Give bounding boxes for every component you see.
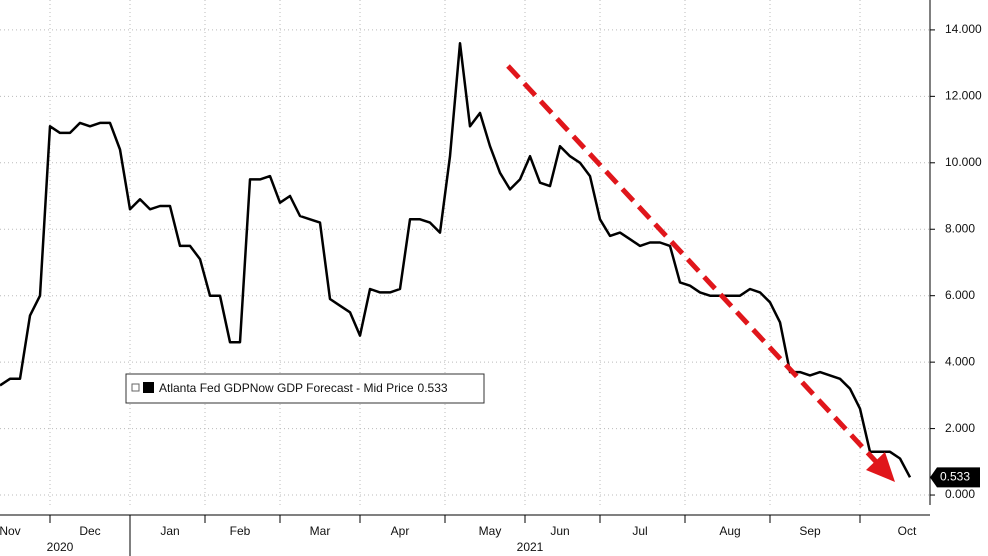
x-year-label: 2021: [517, 540, 544, 554]
x-tick-label: Nov: [0, 524, 21, 538]
legend: Atlanta Fed GDPNow GDP Forecast - Mid Pr…: [125, 373, 485, 404]
y-tick-label: 10.000: [945, 155, 982, 169]
tag-box: [930, 467, 980, 488]
x-tick-label: Feb: [230, 524, 251, 538]
x-tick-label: Sep: [799, 524, 821, 538]
tag-label: 0.533: [940, 469, 970, 483]
arrow-shaft: [506, 64, 882, 468]
x-year-label: 2020: [47, 540, 74, 554]
x-tick-label: Jan: [160, 524, 179, 538]
x-tick-label: Mar: [310, 524, 331, 538]
x-tick-label: Aug: [719, 524, 740, 538]
legend-value: 0.533: [418, 381, 448, 395]
x-tick-label: Dec: [79, 524, 100, 538]
y-tick-label: 6.000: [945, 288, 975, 302]
x-tick-label: Jul: [632, 524, 647, 538]
arrow-head: [866, 452, 895, 482]
y-tick-label: 0.000: [945, 487, 975, 501]
series-line: [0, 41, 912, 478]
x-tick-label: Apr: [391, 524, 410, 538]
y-tick-label: 14.000: [945, 22, 982, 36]
y-tick-label: 4.000: [945, 354, 975, 368]
x-tick-label: Jun: [550, 524, 569, 538]
last-value-tag: 0.533: [930, 467, 980, 488]
x-tick-label: May: [479, 524, 502, 538]
y-tick-label: 2.000: [945, 421, 975, 435]
legend-swatch: [143, 382, 154, 393]
legend-box: [125, 373, 485, 404]
legend-toggle: [131, 383, 140, 392]
trend-arrow: [506, 64, 895, 482]
legend-label: Atlanta Fed GDPNow GDP Forecast - Mid Pr…: [159, 381, 414, 395]
y-tick-label: 8.000: [945, 221, 975, 235]
y-tick-label: 12.000: [945, 89, 982, 103]
x-tick-label: Oct: [898, 524, 917, 538]
